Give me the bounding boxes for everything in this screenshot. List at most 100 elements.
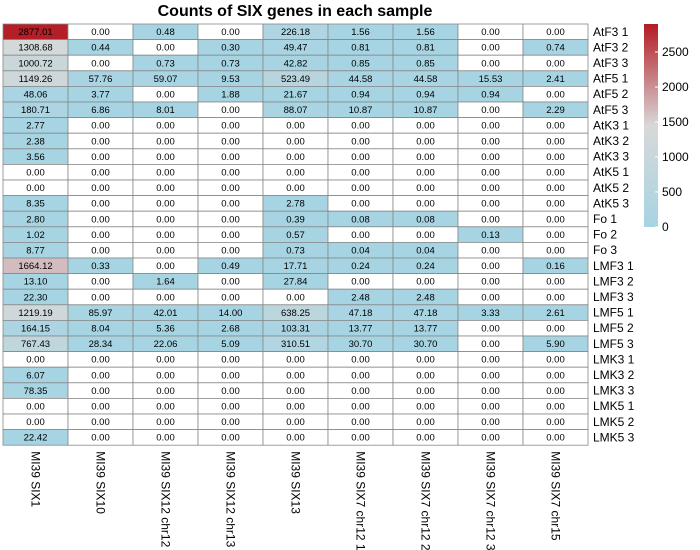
cell-value-label: 0.00: [481, 27, 500, 38]
row-label: AtK3 1: [593, 118, 629, 132]
cell-value-label: 0.00: [156, 370, 175, 381]
row-label: LMK5 3: [593, 430, 635, 444]
cell-value-label: 0.57: [286, 230, 305, 241]
cell-value-label: 2.78: [286, 199, 305, 210]
row-label: AtF3 3: [593, 56, 629, 70]
cell-value-label: 0.00: [481, 183, 500, 194]
row-label: AtF5 2: [593, 87, 629, 101]
cell-value-label: 10.87: [349, 105, 373, 116]
cell-value-label: 0.00: [546, 121, 565, 132]
legend-tick-label: 1000: [662, 150, 689, 164]
cell-value-label: 0.49: [221, 261, 240, 272]
cell-value-label: 0.94: [481, 90, 500, 101]
cell-value-label: 0.00: [286, 417, 305, 428]
row-label: LMK3 2: [593, 368, 635, 382]
legend-tick-label: 0: [662, 220, 669, 234]
cell-value-label: 0.85: [351, 58, 370, 69]
row-label: AtK5 1: [593, 165, 629, 179]
cell-value-label: 2.41: [546, 74, 565, 85]
cell-value-label: 0.00: [351, 370, 370, 381]
cell-value-label: 0.00: [351, 136, 370, 147]
cell-value-label: 0.00: [481, 261, 500, 272]
cell-value-label: 0.00: [286, 292, 305, 303]
cell-value-label: 0.00: [156, 214, 175, 225]
cell-value-label: 0.00: [546, 27, 565, 38]
cell-value-label: 0.00: [91, 370, 110, 381]
row-label: LMK5 1: [593, 399, 635, 413]
column-label: MI39 SIX1: [29, 451, 43, 507]
cell-value-label: 0.00: [546, 433, 565, 444]
heatmap-cell: [522, 429, 589, 446]
cell-value-label: 0.00: [221, 292, 240, 303]
row-label: LMF3 2: [593, 274, 634, 288]
cell-value-label: 0.00: [91, 230, 110, 241]
cell-value-label: 42.82: [284, 58, 308, 69]
row-label: AtF5 1: [593, 72, 629, 86]
cell-value-label: 0.00: [416, 152, 435, 163]
cell-value-label: 0.00: [156, 136, 175, 147]
heatmap-cells: 2877.01 0.00 0.48 0.00 226.18 1.56 1.56 0.00 0.0…: [2, 23, 589, 446]
cell-value-label: 0.00: [351, 183, 370, 194]
cell-value-label: 0.81: [416, 43, 435, 54]
row-label: Fo 3: [593, 243, 617, 257]
cell-value-label: 0.00: [156, 230, 175, 241]
cell-value-label: 0.00: [156, 43, 175, 54]
cell-value-label: 0.00: [156, 121, 175, 132]
cell-value-label: 0.00: [26, 168, 45, 179]
cell-value-label: 0.00: [91, 433, 110, 444]
cell-value-label: 0.00: [91, 292, 110, 303]
cell-value-label: 0.00: [351, 386, 370, 397]
cell-value-label: 85.97: [89, 308, 113, 319]
cell-value-label: 0.44: [91, 43, 110, 54]
legend-tick-label: 2500: [662, 45, 689, 59]
cell-value-label: 2.68: [221, 324, 240, 335]
cell-value-label: 0.00: [546, 136, 565, 147]
cell-value-label: 0.00: [481, 277, 500, 288]
cell-value-label: 0.00: [546, 90, 565, 101]
column-label: MI39 SIX13: [289, 451, 303, 514]
cell-value-label: 0.00: [481, 152, 500, 163]
cell-value-label: 1.56: [351, 27, 370, 38]
column-label: MI39 SIX7 chr15: [549, 451, 563, 541]
cell-value-label: 0.00: [351, 121, 370, 132]
cell-value-label: 103.31: [281, 324, 310, 335]
cell-value-label: 0.94: [416, 90, 435, 101]
cell-value-label: 0.00: [481, 136, 500, 147]
cell-value-label: 0.00: [481, 324, 500, 335]
cell-value-label: 0.00: [26, 183, 45, 194]
cell-value-label: 0.00: [156, 168, 175, 179]
cell-value-label: 3.33: [481, 308, 500, 319]
cell-value-label: 30.70: [414, 339, 438, 350]
row-label: LMK3 3: [593, 384, 635, 398]
cell-value-label: 0.00: [351, 230, 370, 241]
column-label: MI39 SIX10: [94, 451, 108, 514]
cell-value-label: 0.00: [156, 433, 175, 444]
cell-value-label: 2.29: [546, 105, 565, 116]
cell-value-label: 5.36: [156, 324, 175, 335]
row-label: AtF5 3: [593, 103, 629, 117]
cell-value-label: 0.04: [351, 246, 370, 257]
cell-value-label: 0.00: [481, 386, 500, 397]
cell-value-label: 0.00: [221, 433, 240, 444]
legend-color-bar: [644, 24, 658, 227]
column-labels: MI39 SIX1 MI39 SIX10 MI39 SIX12 chr12 MI39 …: [29, 451, 563, 550]
legend-tick-label: 1500: [662, 115, 689, 129]
cell-value-label: 0.00: [416, 121, 435, 132]
cell-value-label: 0.00: [221, 386, 240, 397]
cell-value-label: 0.00: [91, 136, 110, 147]
cell-value-label: 0.85: [416, 58, 435, 69]
legend-tick-label: 500: [662, 185, 682, 199]
cell-value-label: 0.00: [221, 199, 240, 210]
cell-value-label: 0.74: [546, 43, 565, 54]
cell-value-label: 17.71: [284, 261, 308, 272]
column-label: MI39 SIX7 chr12 2: [419, 451, 433, 550]
cell-value-label: 0.00: [91, 417, 110, 428]
cell-value-label: 0.00: [546, 152, 565, 163]
cell-value-label: 0.00: [481, 433, 500, 444]
cell-value-label: 0.00: [351, 355, 370, 366]
cell-value-label: 48.06: [24, 90, 48, 101]
cell-value-label: 0.00: [481, 402, 500, 413]
cell-value-label: 2.48: [416, 292, 435, 303]
